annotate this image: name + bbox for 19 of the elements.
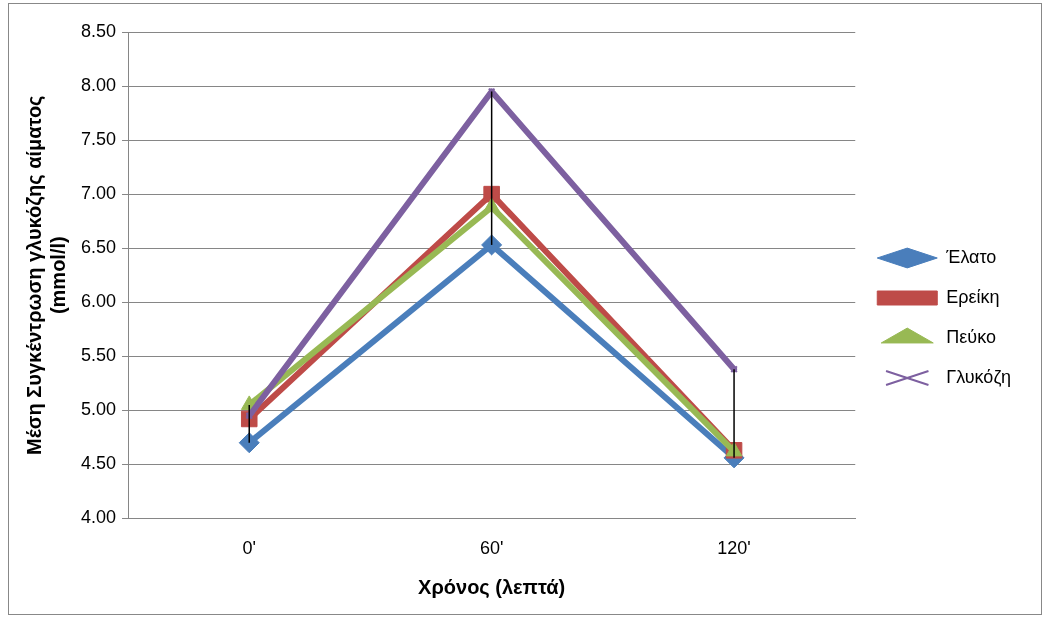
y-tick-label: 6.50 [80, 237, 117, 258]
x-tick-label: 120' [717, 538, 751, 559]
x-tick-label: 60' [479, 538, 504, 559]
y-tick-label: 7.50 [80, 129, 117, 150]
x-tick-label: 0' [242, 538, 256, 559]
y-tick-label: 4.50 [80, 453, 117, 474]
y-tick-label: 8.50 [80, 20, 117, 41]
y-tick-label: 5.50 [80, 345, 117, 366]
legend-label: Πεύκο [946, 326, 996, 347]
y-tick-label: 4.00 [80, 507, 117, 528]
legend-label: Γλυκόζη [946, 366, 1012, 387]
x-axis-title: Χρόνος (λεπτά) [418, 575, 566, 598]
y-tick-label: 7.00 [80, 183, 117, 204]
y-tick-label: 6.00 [80, 291, 117, 312]
y-tick-label: 8.00 [80, 75, 117, 96]
y-tick-label: 5.00 [80, 399, 117, 420]
legend-label: Ερείκη [946, 286, 1000, 307]
y-axis-title: Μέση Συγκέντρωση γλυκόζης αίματος (mmol/l) [22, 95, 69, 455]
legend-label: Έλατο [945, 246, 997, 267]
